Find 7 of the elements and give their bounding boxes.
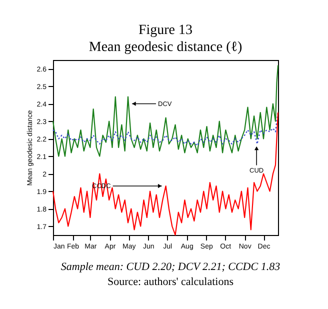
chart-title: Figure 13	[138, 23, 193, 38]
chart-subtitle: Mean geodesic distance (ℓ)	[88, 40, 242, 55]
line-series	[52, 112, 279, 146]
source-note: Source: authors' calculations	[107, 276, 234, 288]
line-series	[52, 112, 279, 236]
line-series	[52, 64, 279, 157]
text: Sample mean: CUD 2.20; DCV 2.21; CCDC 1.83	[60, 261, 281, 273]
